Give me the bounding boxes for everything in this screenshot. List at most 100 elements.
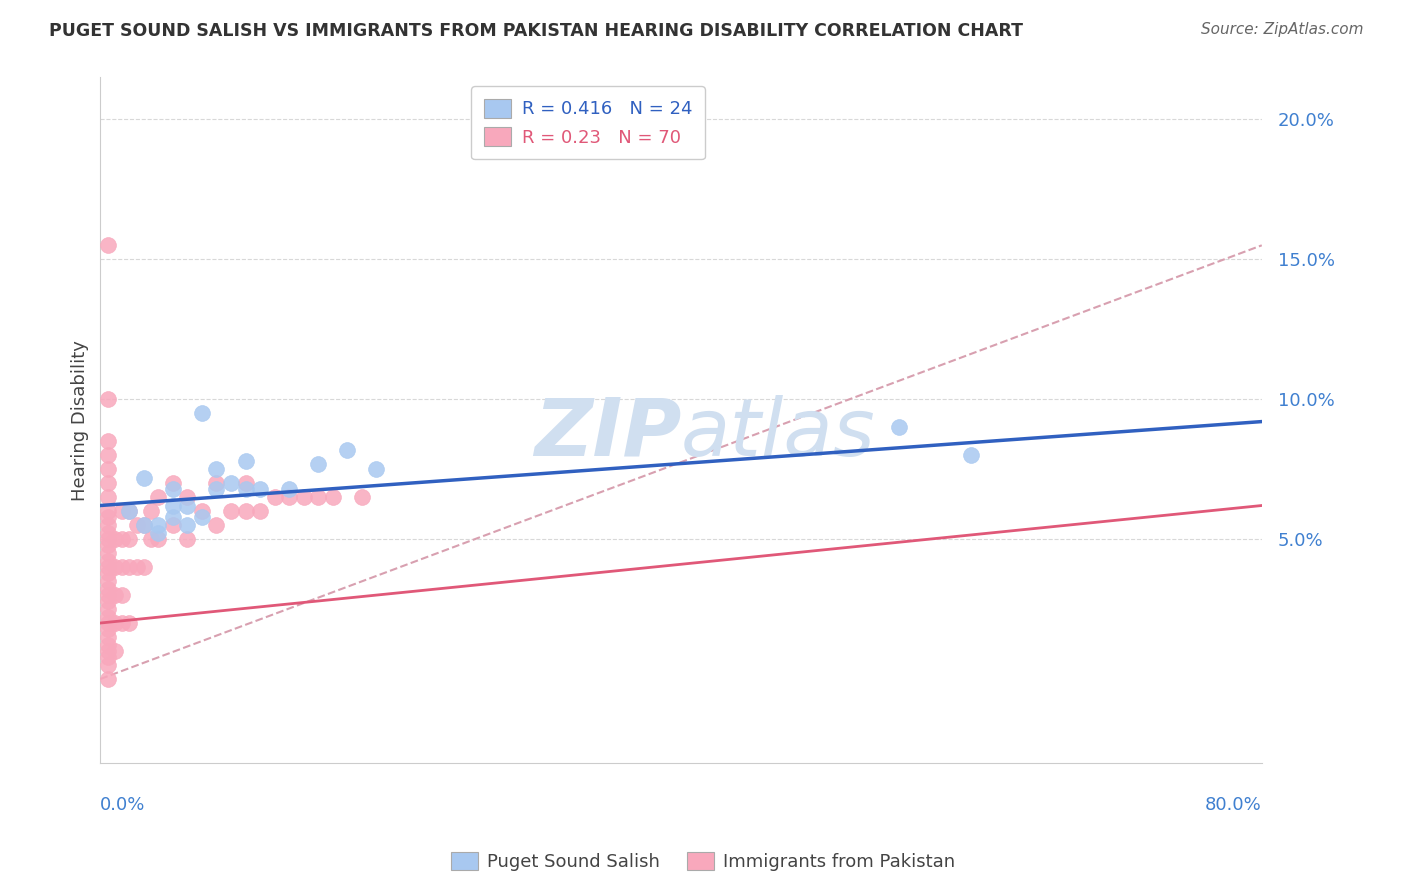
Point: [111, 588, 134, 602]
Point: [887, 420, 910, 434]
Point: [97, 593, 120, 607]
Point: [97, 644, 120, 658]
Point: [118, 532, 141, 546]
Point: [162, 499, 184, 513]
Point: [278, 490, 301, 504]
Point: [205, 482, 228, 496]
Point: [249, 504, 271, 518]
Point: [205, 462, 228, 476]
Point: [219, 504, 242, 518]
Point: [97, 649, 120, 664]
Point: [104, 588, 127, 602]
Point: [97, 658, 120, 673]
Point: [132, 518, 155, 533]
Point: [176, 518, 198, 533]
Point: [104, 532, 127, 546]
Point: [219, 476, 242, 491]
Point: [97, 509, 120, 524]
Point: [278, 482, 301, 496]
Point: [97, 526, 120, 541]
Point: [97, 672, 120, 686]
Point: [148, 526, 170, 541]
Point: [97, 504, 120, 518]
Point: [97, 238, 120, 252]
Point: [162, 482, 184, 496]
Point: [97, 532, 120, 546]
Point: [132, 470, 155, 484]
Point: [97, 622, 120, 636]
Point: [97, 392, 120, 407]
Text: Source: ZipAtlas.com: Source: ZipAtlas.com: [1201, 22, 1364, 37]
Point: [111, 560, 134, 574]
Point: [97, 630, 120, 644]
Point: [97, 588, 120, 602]
Point: [292, 490, 315, 504]
Point: [97, 566, 120, 580]
Point: [141, 504, 163, 518]
Point: [366, 462, 388, 476]
Point: [97, 582, 120, 597]
Point: [307, 457, 329, 471]
Point: [350, 490, 373, 504]
Point: [118, 615, 141, 630]
Text: ZIP: ZIP: [534, 395, 681, 473]
Point: [205, 476, 228, 491]
Text: 80.0%: 80.0%: [1205, 797, 1261, 814]
Point: [249, 482, 271, 496]
Point: [307, 490, 329, 504]
Point: [263, 490, 285, 504]
Point: [162, 476, 184, 491]
Point: [97, 434, 120, 449]
Point: [97, 538, 120, 552]
Point: [97, 476, 120, 491]
Point: [111, 532, 134, 546]
Point: [97, 574, 120, 588]
Point: [118, 560, 141, 574]
Point: [205, 518, 228, 533]
Point: [97, 639, 120, 653]
Point: [132, 560, 155, 574]
Point: [191, 509, 214, 524]
Point: [336, 442, 359, 457]
Point: [191, 406, 214, 420]
Point: [125, 560, 148, 574]
Text: atlas: atlas: [681, 395, 876, 473]
Point: [104, 644, 127, 658]
Point: [97, 602, 120, 616]
Point: [960, 448, 983, 462]
Point: [97, 462, 120, 476]
Point: [104, 615, 127, 630]
Text: PUGET SOUND SALISH VS IMMIGRANTS FROM PAKISTAN HEARING DISABILITY CORRELATION CH: PUGET SOUND SALISH VS IMMIGRANTS FROM PA…: [49, 22, 1024, 40]
Point: [125, 518, 148, 533]
Point: [191, 504, 214, 518]
Point: [118, 504, 141, 518]
Point: [176, 532, 198, 546]
Point: [322, 490, 344, 504]
Point: [176, 490, 198, 504]
Point: [104, 560, 127, 574]
Point: [97, 610, 120, 624]
Point: [235, 454, 257, 468]
Point: [97, 554, 120, 568]
Text: 0.0%: 0.0%: [100, 797, 146, 814]
Point: [141, 532, 163, 546]
Point: [97, 615, 120, 630]
Point: [111, 615, 134, 630]
Point: [97, 448, 120, 462]
Point: [118, 504, 141, 518]
Point: [235, 504, 257, 518]
Point: [162, 509, 184, 524]
Point: [97, 546, 120, 560]
Point: [97, 490, 120, 504]
Point: [111, 504, 134, 518]
Point: [176, 499, 198, 513]
Legend: Puget Sound Salish, Immigrants from Pakistan: Puget Sound Salish, Immigrants from Paki…: [444, 845, 962, 879]
Point: [132, 518, 155, 533]
Point: [148, 490, 170, 504]
Point: [162, 518, 184, 533]
Point: [235, 482, 257, 496]
Y-axis label: Hearing Disability: Hearing Disability: [72, 340, 89, 500]
Point: [97, 560, 120, 574]
Point: [97, 518, 120, 533]
Point: [148, 532, 170, 546]
